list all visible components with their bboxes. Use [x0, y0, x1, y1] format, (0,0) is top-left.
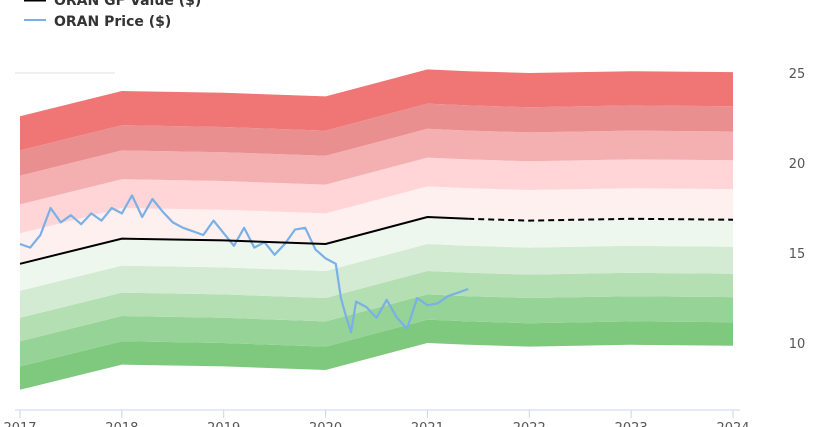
- x-tick-label: 2022: [513, 421, 546, 427]
- y-tick-label: 25: [789, 67, 806, 82]
- x-tick-label: 2020: [309, 421, 342, 427]
- gf-value-line: [19, 215, 469, 265]
- x-tick-label: 2023: [615, 421, 648, 427]
- valuation-band-9: [20, 103, 733, 176]
- valuation-band-2: [20, 294, 733, 367]
- x-tick-label: 2017: [3, 421, 36, 427]
- y-axis-ticks: 10 15 20 25: [789, 67, 806, 352]
- x-tick-label: 2024: [716, 421, 749, 427]
- valuation-band-1: [20, 319, 733, 390]
- gf-value-estimate-line: [468, 217, 734, 222]
- price-series-line: [19, 194, 469, 334]
- valuation-band-5: [20, 217, 733, 291]
- valuation-band-10: [20, 69, 733, 151]
- valuation-band-8: [20, 128, 733, 205]
- valuation-band-6: [20, 186, 733, 264]
- legend: ORAN GF Value ($) ORAN Price ($): [24, 0, 201, 30]
- y-tick-label: 20: [789, 157, 806, 172]
- valuation-band-4: [20, 244, 733, 318]
- y-tick-label: 15: [789, 247, 806, 262]
- x-axis-ticks: 2017 2018 2019 2020 2021 2022 2023 2024: [3, 410, 750, 427]
- valuation-band-3: [20, 271, 733, 342]
- x-tick-label: 2021: [411, 421, 444, 427]
- x-tick-label: 2019: [207, 421, 240, 427]
- y-tick-label: 10: [789, 337, 806, 352]
- x-tick-label: 2018: [105, 421, 138, 427]
- legend-price-label: ORAN Price ($): [54, 14, 171, 30]
- valuation-bands: [20, 69, 733, 390]
- legend-gf-label: ORAN GF Value ($): [54, 0, 201, 9]
- valuation-band-7: [20, 157, 733, 234]
